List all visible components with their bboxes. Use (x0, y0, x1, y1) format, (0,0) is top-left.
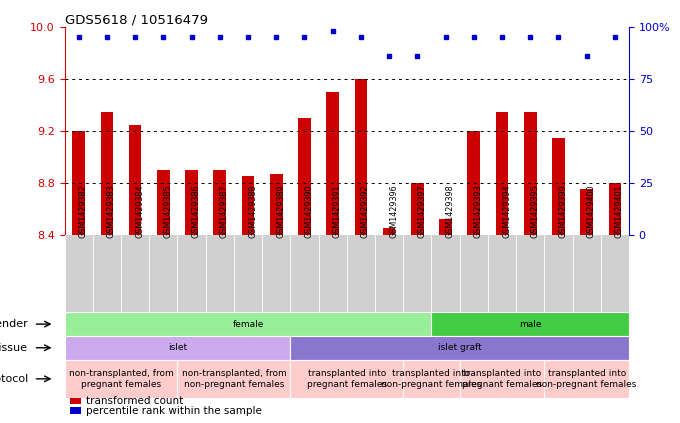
Text: GDS5618 / 10516479: GDS5618 / 10516479 (65, 14, 207, 26)
Text: GSM1429388: GSM1429388 (248, 185, 257, 239)
Bar (496, 112, 509, 235)
Text: GSM1429386: GSM1429386 (192, 185, 201, 239)
Text: non-transplanted, from
pregnant females: non-transplanted, from pregnant females (69, 369, 173, 389)
Text: GSM1429385: GSM1429385 (163, 185, 172, 239)
Text: GSM1429399: GSM1429399 (558, 185, 567, 239)
Bar (580, 190, 593, 235)
Bar (354, 79, 367, 235)
Bar (432, 312, 629, 336)
Bar (241, 176, 254, 235)
Text: GSM1429382: GSM1429382 (79, 185, 88, 239)
Text: islet: islet (168, 343, 187, 352)
Text: GSM1429397: GSM1429397 (418, 185, 426, 239)
Text: GSM1429383: GSM1429383 (107, 185, 116, 239)
Bar (609, 183, 622, 235)
Text: GSM1429398: GSM1429398 (445, 185, 454, 239)
Text: transplanted into
pregnant females: transplanted into pregnant females (307, 369, 387, 389)
Bar (460, 360, 544, 398)
Bar (177, 360, 290, 398)
Text: GSM1429390: GSM1429390 (305, 185, 313, 239)
Bar (411, 183, 424, 235)
Text: GSM1429401: GSM1429401 (615, 185, 624, 239)
Text: islet graft: islet graft (438, 343, 481, 352)
Bar (270, 174, 283, 235)
Bar (439, 219, 452, 235)
Bar (70, 407, 81, 415)
Text: female: female (233, 320, 264, 329)
Bar (290, 336, 629, 360)
Bar (101, 112, 114, 235)
Bar (467, 131, 480, 235)
Text: GSM1429391: GSM1429391 (333, 185, 341, 239)
Bar (70, 396, 81, 404)
Bar (290, 360, 403, 398)
Text: GSM1429395: GSM1429395 (530, 185, 539, 239)
Text: GSM1429394: GSM1429394 (502, 185, 511, 239)
Text: non-transplanted, from
non-pregnant females: non-transplanted, from non-pregnant fema… (182, 369, 286, 389)
Text: GSM1429393: GSM1429393 (474, 185, 483, 239)
Text: percentile rank within the sample: percentile rank within the sample (86, 407, 262, 416)
Bar (65, 336, 290, 360)
Text: GSM1429389: GSM1429389 (276, 185, 285, 239)
Bar (65, 360, 177, 398)
Text: transplanted into
pregnant females: transplanted into pregnant females (462, 369, 542, 389)
Text: transplanted into
non-pregnant females: transplanted into non-pregnant females (381, 369, 481, 389)
Text: GSM1429400: GSM1429400 (587, 185, 596, 239)
Text: protocol: protocol (0, 374, 28, 384)
Bar (326, 92, 339, 235)
Bar (298, 118, 311, 235)
Text: transplanted into
non-pregnant females: transplanted into non-pregnant females (537, 369, 637, 389)
Text: male: male (519, 320, 541, 329)
Bar (65, 312, 432, 336)
Bar (552, 137, 565, 235)
Bar (524, 112, 537, 235)
Bar (214, 170, 226, 235)
Bar (157, 170, 170, 235)
Bar (185, 170, 198, 235)
Text: GSM1429384: GSM1429384 (135, 185, 144, 239)
Text: transformed count: transformed count (86, 396, 183, 406)
Bar (544, 360, 629, 398)
Bar (72, 131, 85, 235)
Text: gender: gender (0, 319, 28, 329)
Bar (383, 228, 396, 235)
Text: GSM1429396: GSM1429396 (389, 185, 398, 239)
Text: GSM1429387: GSM1429387 (220, 185, 228, 239)
Text: GSM1429392: GSM1429392 (361, 185, 370, 239)
Bar (129, 125, 141, 235)
Bar (403, 360, 460, 398)
Text: tissue: tissue (0, 343, 28, 353)
